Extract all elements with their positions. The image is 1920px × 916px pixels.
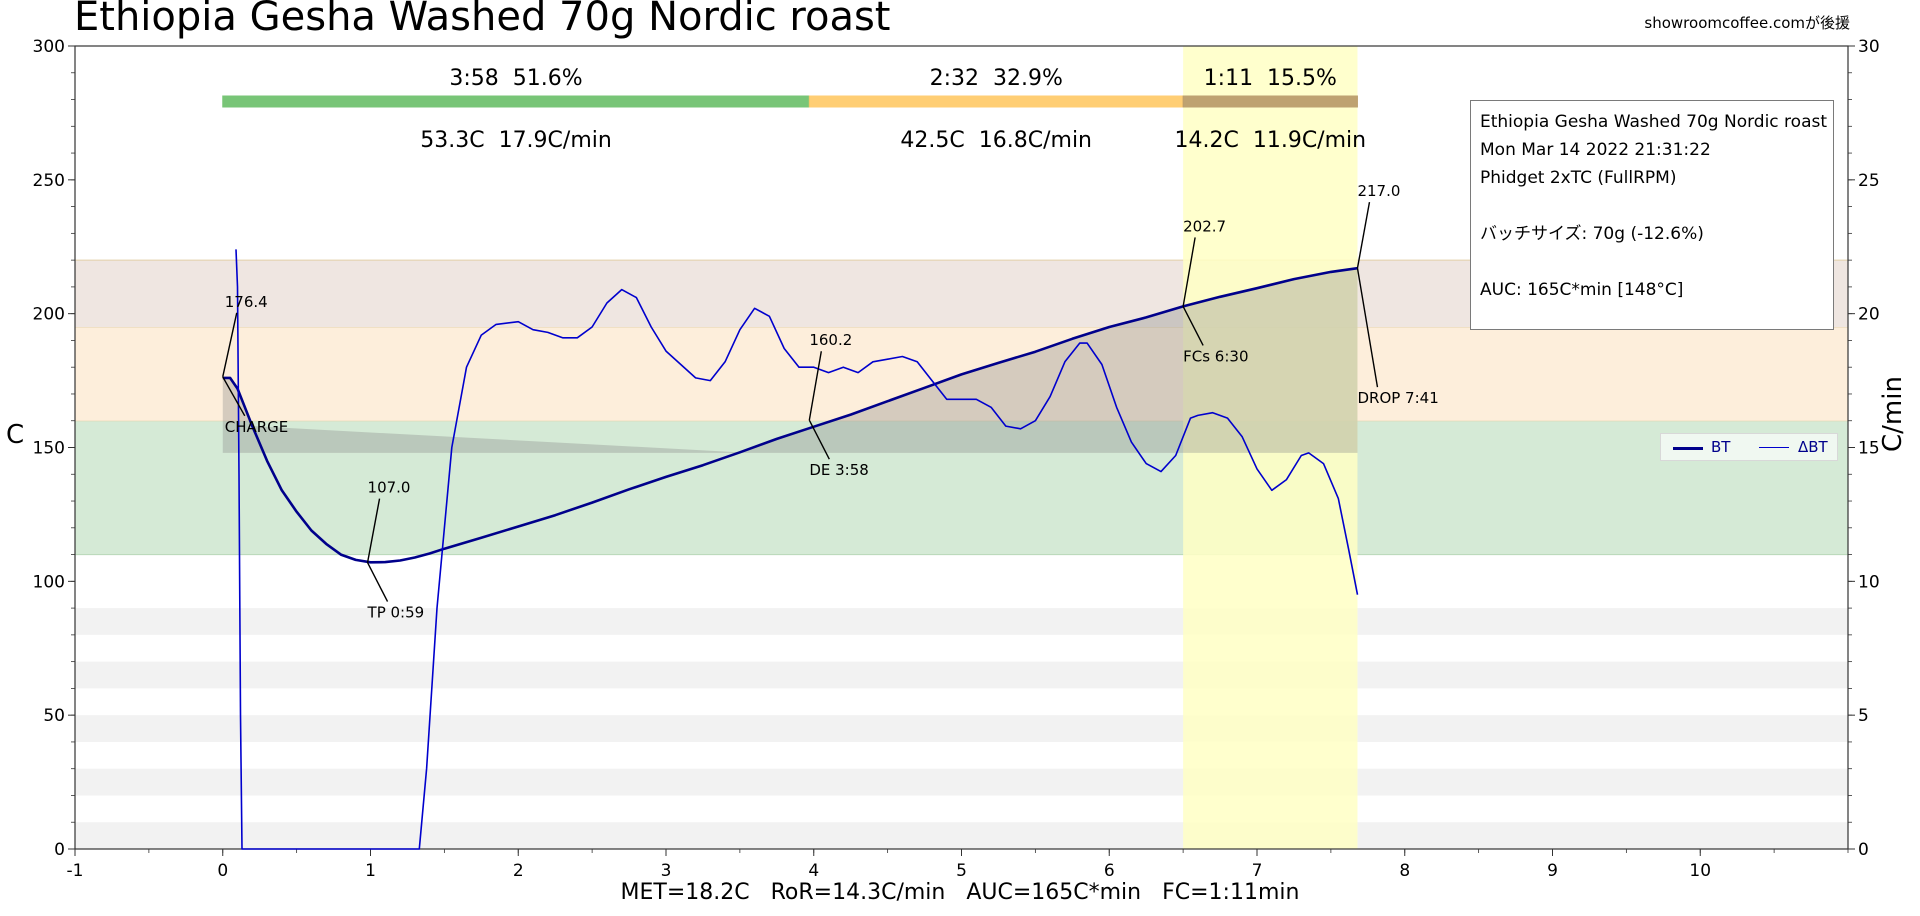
background-stripe	[75, 715, 1848, 742]
phase-maillard-time: 2:32 32.9%	[929, 66, 1063, 91]
event-leader-down	[1182, 306, 1204, 346]
legend: BT ΔBT	[1660, 433, 1838, 461]
event-leader-up	[1356, 202, 1371, 269]
event-leader-up	[808, 351, 823, 421]
y-tick-label: 300	[33, 37, 65, 57]
y2-tick-label: 15	[1858, 439, 1880, 459]
phase-maillard-rise: 42.5C 16.8C/min	[900, 128, 1092, 153]
x-tick-label: 9	[1547, 861, 1558, 881]
axes: -1 0 1 2 3 4 5 6 7 8 9 1005010015020025030005101520…	[33, 37, 1880, 881]
background-stripe	[75, 822, 1848, 849]
stats-line: MET=18.2C RoR=14.3C/min AUC=165C*min FC=…	[620, 880, 1300, 905]
sponsor-text: showroomcoffee.comが後援	[1644, 14, 1850, 32]
bt-line	[222, 266, 1358, 564]
roast-info-box: Ethiopia Gesha Washed 70g Nordic roast M…	[1470, 100, 1834, 330]
x-tick-label: -1	[67, 861, 84, 881]
y2-tick-label: 0	[1858, 840, 1869, 860]
x-tick-label: 3	[661, 861, 672, 881]
x-tick-label: 4	[808, 861, 819, 881]
x-tick-label: 8	[1399, 861, 1410, 881]
background-stripe	[75, 768, 1848, 796]
delta-bt-line	[235, 249, 1359, 850]
y-tick-label: 150	[33, 439, 65, 459]
event-leader-down	[366, 562, 389, 602]
event-leader-up	[1182, 237, 1196, 307]
info-line: AUC: 165C*min [148°C]	[1480, 280, 1684, 300]
phase-development-rise: 14.2C 11.9C/min	[1174, 128, 1367, 153]
y-tick-label: 50	[43, 706, 65, 726]
x-tick-label: 7	[1252, 861, 1263, 881]
x-tick-label: 0	[217, 861, 228, 881]
legend-delta-bt-label: ΔBT	[1798, 438, 1828, 456]
series	[222, 249, 1359, 850]
band-drying	[75, 420, 1848, 555]
chart-title: Ethiopia Gesha Washed 70g Nordic roast	[74, 0, 891, 40]
event-name-label: TP 0:59	[367, 604, 425, 622]
legend-delta-bt-swatch	[1759, 447, 1789, 448]
x-tick-label: 2	[513, 861, 524, 881]
event-leader-up	[366, 498, 381, 563]
event-value-label: 176.4	[225, 293, 268, 311]
event-leader-up	[222, 312, 238, 377]
info-line: バッチサイズ: 70g (-12.6%)	[1480, 224, 1704, 244]
event-leader-down	[222, 376, 246, 417]
phase-bar-development	[1182, 95, 1358, 108]
x-tick-label: 1	[365, 861, 376, 881]
event-value-label: 217.0	[1357, 182, 1400, 200]
y2-tick-label: 10	[1858, 572, 1880, 592]
event-name-label: DROP 7:41	[1357, 389, 1438, 407]
background-stripe	[75, 661, 1848, 689]
event-leader-down	[808, 419, 830, 460]
info-line: Phidget 2xTC (FullRPM)	[1480, 168, 1677, 188]
auc-area	[222, 268, 1358, 453]
phase-development-time: 1:11 15.5%	[1203, 66, 1337, 91]
phase-bar-drying	[222, 95, 810, 108]
y-tick-label: 250	[33, 171, 65, 191]
event-name-label: CHARGE	[225, 418, 289, 436]
phase-drying-rise: 53.3C 17.9C/min	[420, 128, 612, 153]
y2-tick-label: 5	[1858, 706, 1869, 726]
event-name-label: FCs 6:30	[1183, 347, 1248, 365]
y-tick-label: 0	[54, 840, 65, 860]
info-line: Mon Mar 14 2022 21:31:22	[1480, 140, 1711, 160]
event-value-label: 160.2	[809, 331, 852, 349]
y2-tick-label: 30	[1858, 37, 1880, 57]
x-tick-label: 10	[1689, 861, 1711, 881]
legend-bt-label: BT	[1711, 438, 1731, 456]
event-name-label: DE 3:58	[809, 461, 868, 479]
event-value-label: 202.7	[1183, 217, 1226, 235]
info-line	[1480, 248, 1824, 276]
legend-bt-swatch	[1673, 447, 1703, 450]
x-tick-label: 5	[956, 861, 967, 881]
background-stripe	[75, 608, 1848, 635]
y-axis-label: C	[6, 420, 25, 450]
phase-drying-time: 3:58 51.6%	[449, 66, 583, 91]
y2-tick-label: 25	[1858, 171, 1880, 191]
development-window	[1183, 46, 1358, 849]
event-leader-down	[1356, 268, 1379, 388]
x-tick-label: 6	[1104, 861, 1115, 881]
y2-axis-label: C/min	[1878, 376, 1908, 452]
y-tick-label: 200	[33, 305, 65, 325]
info-line: Ethiopia Gesha Washed 70g Nordic roast	[1480, 112, 1828, 132]
phase-bars	[222, 95, 1358, 108]
event-value-label: 107.0	[368, 479, 411, 497]
y2-tick-label: 20	[1858, 305, 1880, 325]
auc-fill	[222, 268, 1358, 453]
y-tick-label: 100	[33, 572, 65, 592]
phase-bar-maillard	[808, 95, 1184, 108]
info-line	[1480, 192, 1824, 220]
event-annotations: 176.4 CHARGE 107.0 TP 0:59 160.2 DE 3:58 202.7…	[222, 182, 1439, 622]
